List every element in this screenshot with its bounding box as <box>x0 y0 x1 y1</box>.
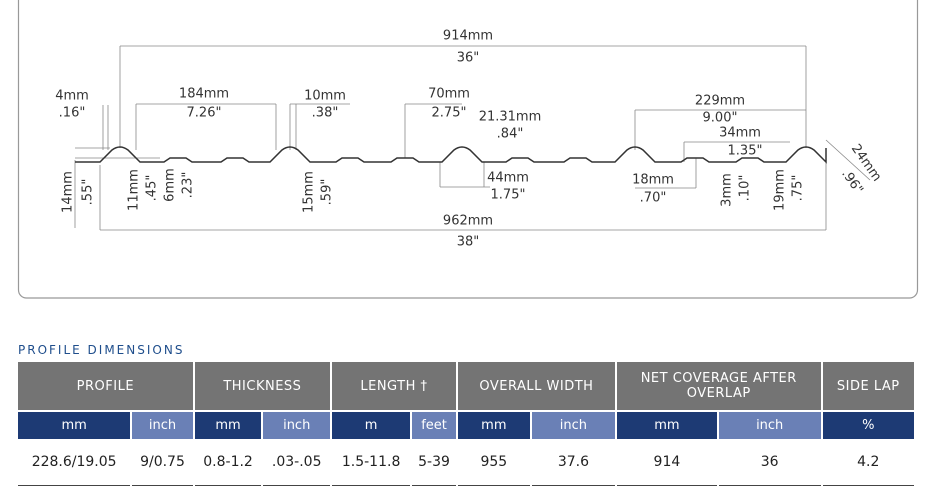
dimension-label: 70mm <box>428 87 470 102</box>
dimension-label: 14mm <box>61 171 76 213</box>
dimension-label: 44mm <box>487 171 529 186</box>
dimension-label: 1.35" <box>728 144 763 159</box>
dimension-label: 19mm <box>773 169 788 211</box>
dimension-label: .23" <box>181 172 196 199</box>
unit-header: % <box>822 410 914 439</box>
dimension-label: 10mm <box>304 89 346 104</box>
table-cell: 1.5-11.8 <box>332 439 411 486</box>
unit-header: m <box>332 410 411 439</box>
profile-drawing: 914mm 36" 4mm .16" 184mm 7.26" 10mm .38" 70mm 2.7… <box>17 0 919 299</box>
group-header: THICKNESS <box>194 362 331 410</box>
table-cell: 914 <box>616 439 717 486</box>
table-cell: .03-.05 <box>263 439 331 486</box>
dimension-label: .16" <box>59 106 86 121</box>
drawing-frame <box>17 0 919 299</box>
dimension-label: .45" <box>145 175 160 202</box>
table-cell: 228.6/19.05 <box>18 439 131 486</box>
dimension-label: 2.75" <box>432 106 467 121</box>
group-header: LENGTH † <box>332 362 456 410</box>
dimension-label: .59" <box>320 179 335 206</box>
dimension-label: 229mm <box>695 94 745 109</box>
dimension-lines <box>74 45 871 231</box>
dimension-label: 34mm <box>719 126 761 141</box>
dimension-label: 7.26" <box>187 106 222 121</box>
table-cell: 4.2 <box>822 439 914 486</box>
unit-header: mm <box>616 410 717 439</box>
table-cell: 37.6 <box>531 439 615 486</box>
dimension-label: 9.00" <box>703 111 738 126</box>
table-title: PROFILE DIMENSIONS <box>18 343 185 357</box>
dimension-label: .75" <box>791 175 806 202</box>
dimension-label: 21.31mm <box>479 110 542 125</box>
dimension-label: 1.75" <box>491 188 526 203</box>
unit-header: inch <box>531 410 615 439</box>
dimension-label: 184mm <box>179 87 229 102</box>
unit-header: mm <box>457 410 530 439</box>
dimension-label: 962mm <box>443 214 493 229</box>
dimension-label: 914mm <box>443 29 493 44</box>
group-header: PROFILE <box>18 362 193 410</box>
dimension-label: 4mm <box>55 89 89 104</box>
unit-header: inch <box>718 410 821 439</box>
dimension-label: .96" <box>838 167 866 197</box>
dimension-label: .70" <box>640 191 667 206</box>
dimension-label: 36" <box>457 51 480 66</box>
dimension-label: 11mm <box>127 169 142 211</box>
dimension-label: .55" <box>81 179 96 206</box>
dimension-label: 3mm <box>720 173 735 207</box>
dimension-label: 15mm <box>302 171 317 213</box>
table-cell: 955 <box>457 439 530 486</box>
unit-header: mm <box>18 410 131 439</box>
dimension-label: 38" <box>457 235 480 250</box>
unit-header: mm <box>194 410 262 439</box>
dimension-label: .84" <box>497 127 524 142</box>
dimension-label: 18mm <box>632 173 674 188</box>
group-header: SIDE LAP <box>822 362 914 410</box>
group-header: OVERALL WIDTH <box>457 362 615 410</box>
unit-header: inch <box>263 410 331 439</box>
dimension-label: 6mm <box>163 168 178 202</box>
sheet-profile <box>75 146 827 164</box>
dimensions-table: PROFILE THICKNESS LENGTH † OVERALL WIDTH… <box>16 362 916 486</box>
table-cell: 9/0.75 <box>132 439 193 486</box>
dimension-label: .10" <box>738 175 753 202</box>
table-cell: 0.8-1.2 <box>194 439 262 486</box>
table-cell: 36 <box>718 439 821 486</box>
unit-header: feet <box>412 410 456 439</box>
unit-header: inch <box>132 410 193 439</box>
table-cell: 5-39 <box>412 439 456 486</box>
group-header: NET COVERAGE AFTER OVERLAP <box>616 362 821 410</box>
dimension-label: .38" <box>312 106 339 121</box>
